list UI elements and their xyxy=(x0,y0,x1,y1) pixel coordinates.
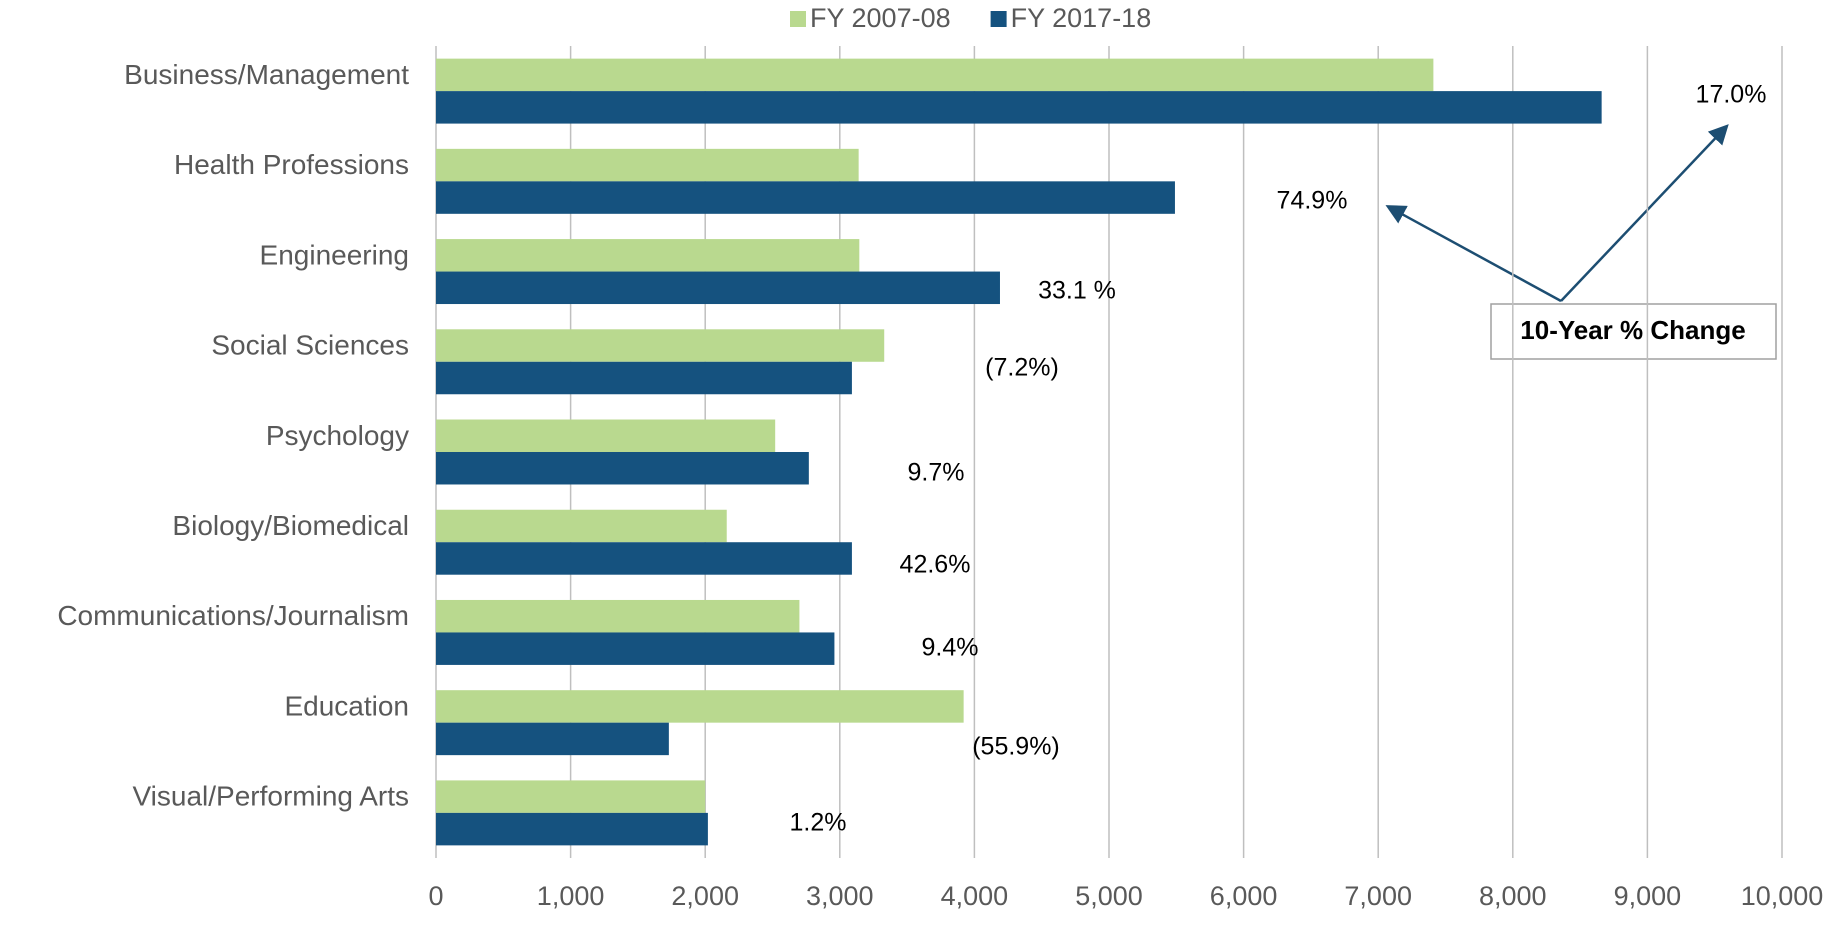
callout-arrow xyxy=(1385,205,1562,303)
bar xyxy=(436,632,835,665)
change-label: 17.0% xyxy=(1696,81,1767,109)
bar xyxy=(436,812,708,846)
bar xyxy=(436,542,852,575)
bar xyxy=(436,452,809,485)
x-tick-label: 0 xyxy=(428,881,443,911)
change-label: (55.9%) xyxy=(972,733,1060,761)
callout-arrow xyxy=(1560,124,1729,302)
bar xyxy=(436,780,706,813)
legend-swatch xyxy=(790,11,806,27)
category-label: Engineering xyxy=(260,239,409,270)
bar xyxy=(436,181,1175,214)
bar xyxy=(436,690,964,723)
category-label: Psychology xyxy=(266,420,409,451)
change-label: 42.6% xyxy=(900,551,971,579)
x-tick-label: 3,000 xyxy=(806,881,874,911)
bar xyxy=(436,361,852,395)
x-tick-label: 6,000 xyxy=(1210,881,1278,911)
bar xyxy=(436,722,669,756)
bar xyxy=(436,419,776,452)
category-label: Education xyxy=(284,690,409,721)
change-label: 1.2% xyxy=(790,809,847,837)
legend-swatch xyxy=(990,11,1007,27)
legend-label: FY 2007-08 xyxy=(810,3,951,33)
x-tick-label: 7,000 xyxy=(1344,881,1412,911)
x-tick-label: 9,000 xyxy=(1614,881,1682,911)
callout-box xyxy=(1490,303,1777,360)
bar xyxy=(436,58,1434,92)
callout-text: 10-Year % Change xyxy=(1520,315,1745,345)
x-tick-label: 1,000 xyxy=(537,881,605,911)
x-tick-label: 2,000 xyxy=(671,881,739,911)
bar xyxy=(436,239,860,272)
change-label: 9.4% xyxy=(922,634,979,662)
change-label: (7.2%) xyxy=(985,354,1059,382)
bar xyxy=(436,329,885,362)
x-tick-label: 5,000 xyxy=(1075,881,1143,911)
bar xyxy=(436,509,727,543)
bar xyxy=(436,148,859,182)
category-label: Business/Management xyxy=(124,59,409,90)
bar xyxy=(436,599,800,633)
category-label: Health Professions xyxy=(174,149,409,180)
category-label: Biology/Biomedical xyxy=(172,510,409,541)
x-tick-label: 10,000 xyxy=(1741,881,1824,911)
change-label: 33.1 % xyxy=(1038,277,1116,305)
bar xyxy=(436,271,1000,305)
x-tick-label: 8,000 xyxy=(1479,881,1547,911)
bar xyxy=(436,91,1602,124)
category-label: Social Sciences xyxy=(211,330,409,361)
change-label: 74.9% xyxy=(1277,187,1348,215)
change-label: 9.7% xyxy=(908,459,965,487)
x-tick-label: 4,000 xyxy=(941,881,1009,911)
category-label: Communications/Journalism xyxy=(57,600,409,631)
legend-label: FY 2017-18 xyxy=(1011,3,1152,33)
category-label: Visual/Performing Arts xyxy=(133,781,410,812)
